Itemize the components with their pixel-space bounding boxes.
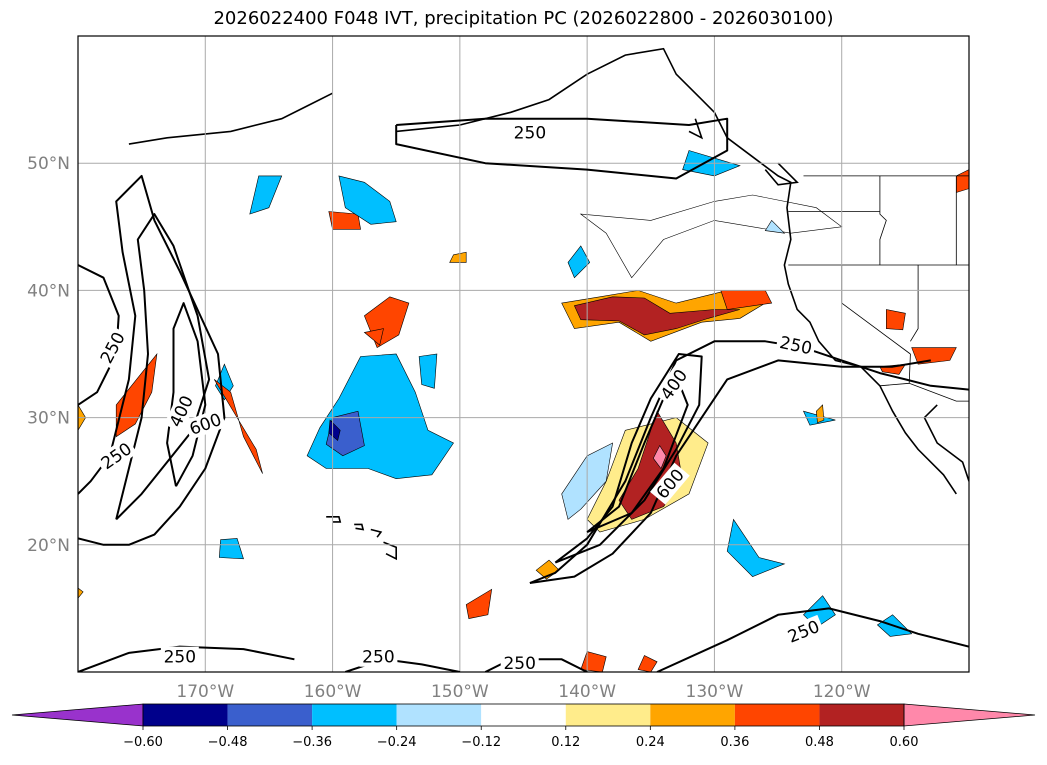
political-border bbox=[910, 265, 919, 342]
colorbar-tick-label: −0.24 bbox=[377, 735, 417, 750]
ivt-contour-label: 250 bbox=[362, 648, 394, 668]
ivt-contour-250-0 bbox=[78, 174, 226, 546]
lon-tick-label: 150°W bbox=[431, 682, 489, 702]
colorbar-extend-min bbox=[11, 703, 144, 727]
colorbar-tick-label: 0.36 bbox=[720, 735, 749, 750]
precip-pc-region-33 bbox=[911, 347, 957, 365]
coastline-segment bbox=[688, 118, 704, 140]
lon-tick-label: 120°W bbox=[813, 682, 871, 702]
coastline-segment bbox=[396, 47, 957, 495]
precip-pc-region-3 bbox=[579, 194, 843, 279]
coastline-segment bbox=[764, 162, 799, 186]
colorbar-segment bbox=[734, 704, 820, 726]
precip-pc-region-16 bbox=[338, 175, 397, 225]
colorbar-segment bbox=[650, 704, 735, 726]
lat-tick-label: 20°N bbox=[27, 536, 70, 556]
precip-pc-region-29 bbox=[637, 655, 658, 672]
precip-pc-region-30 bbox=[363, 328, 384, 346]
political-border bbox=[879, 382, 969, 402]
coastline-layer bbox=[128, 47, 969, 561]
lon-tick-label: 130°W bbox=[686, 682, 744, 702]
ivt-contour-label: 250 bbox=[503, 654, 535, 674]
precip-pc-region-17 bbox=[249, 175, 283, 215]
precip-pc-region-38 bbox=[78, 587, 84, 599]
precip-pc-region-20 bbox=[764, 219, 786, 234]
colorbar: −0.60 −0.48 −0.36 −0.24 −0.12 0.12 0.24 0.36 0.4… bbox=[11, 703, 1036, 750]
colorbar-segment bbox=[227, 704, 313, 726]
colorbar-tick-label: −0.60 bbox=[123, 735, 163, 750]
chart-title: 2026022400 F048 IVT, precipitation PC (2… bbox=[213, 8, 834, 29]
precip-pc-region-37 bbox=[815, 404, 825, 424]
political-border bbox=[908, 353, 911, 384]
colorbar-tick-label: −0.48 bbox=[208, 735, 248, 750]
precip-pc-region-32 bbox=[885, 309, 906, 331]
colorbar-segment bbox=[819, 704, 904, 726]
precip-pc-region-2 bbox=[328, 211, 361, 230]
precip-pc-region-14 bbox=[325, 410, 365, 457]
lon-tick-label: 140°W bbox=[558, 682, 616, 702]
ivt-contour-400-2 bbox=[115, 213, 211, 521]
ivt-contour-250-4 bbox=[395, 117, 729, 180]
ivt-contour-250-6 bbox=[529, 359, 931, 584]
colorbar-segment bbox=[312, 704, 397, 726]
ivt-contour-250-9 bbox=[656, 607, 969, 672]
coastline-segment bbox=[128, 92, 333, 145]
ivt-contour-400-7 bbox=[554, 353, 703, 564]
precip-pc-region-11 bbox=[567, 245, 591, 279]
precip-pc-region-15 bbox=[328, 419, 341, 442]
colorbar-tick-label: −0.36 bbox=[292, 735, 332, 750]
precip-pc-region-26 bbox=[449, 251, 467, 263]
lon-tick-label: 170°W bbox=[176, 682, 234, 702]
precip-pc-region-36 bbox=[535, 559, 560, 580]
map-frame bbox=[77, 35, 970, 673]
ivt-contour-250-5 bbox=[529, 340, 969, 584]
ivt-contour-250-10 bbox=[78, 645, 295, 672]
coastline-segment bbox=[370, 528, 383, 538]
coastline-segment bbox=[354, 523, 365, 531]
precip-pc-region-18 bbox=[218, 538, 244, 560]
lon-tick-label: 160°W bbox=[304, 682, 362, 702]
coastline-segment bbox=[923, 404, 969, 482]
colorbar-tick-label: −0.12 bbox=[461, 735, 501, 750]
graticule bbox=[78, 36, 969, 672]
precip-pc-region-19 bbox=[418, 353, 438, 389]
colorbar-tick-label: 0.12 bbox=[551, 735, 580, 750]
colorbar-tick-label: 0.24 bbox=[636, 735, 665, 750]
ivt-contour-label: 250 bbox=[514, 124, 546, 144]
colorbar-segment bbox=[481, 704, 566, 726]
lat-tick-label: 40°N bbox=[27, 281, 70, 301]
lat-tick-label: 30°N bbox=[27, 409, 70, 429]
precip-pc-region-23 bbox=[726, 518, 786, 577]
precip-pc-region-9 bbox=[652, 444, 667, 470]
colorbar-tick-label: 0.48 bbox=[805, 735, 834, 750]
lat-tick-label: 50°N bbox=[27, 154, 70, 174]
colorbar-segment bbox=[565, 704, 651, 726]
political-border bbox=[879, 175, 887, 265]
colorbar-segment bbox=[396, 704, 482, 726]
precip-pc-region-27 bbox=[465, 588, 493, 619]
precip-pc-region-5 bbox=[573, 296, 740, 336]
colorbar-segment bbox=[143, 704, 228, 726]
colorbar-extend-max bbox=[903, 703, 1036, 727]
colorbar-tick-label: 0.60 bbox=[890, 735, 919, 750]
ivt-contour-label: 250 bbox=[164, 648, 196, 668]
